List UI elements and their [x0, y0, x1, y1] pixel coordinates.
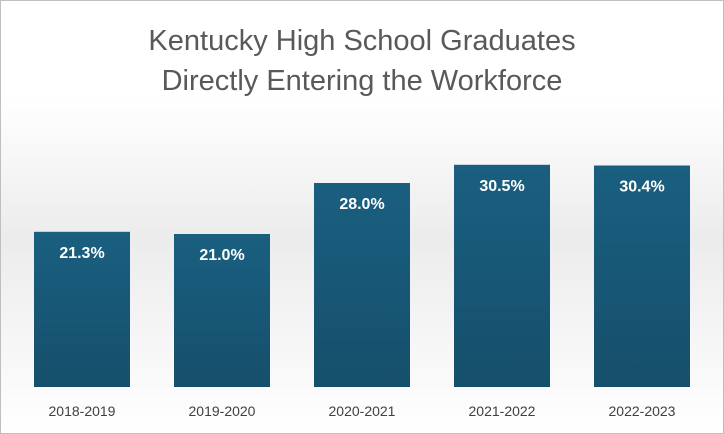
chart-title-line-1: Kentucky High School Graduates: [148, 25, 576, 57]
bar-2020-2021: [314, 183, 410, 387]
bar-2018-2019: [34, 231, 130, 387]
bars-group: [34, 164, 690, 387]
chart-title-line-2: Directly Entering the Workforce: [161, 65, 563, 97]
data-labels-group: 21.3% 21.0% 28.0% 30.5% 30.4%: [59, 178, 664, 264]
bar-2019-2020: [174, 234, 270, 387]
x-tick-label-2019-2020: 2019-2020: [189, 403, 256, 419]
data-label-2022-2023: 30.4%: [619, 179, 664, 196]
data-label-2019-2020: 21.0%: [199, 247, 244, 264]
bar-2022-2023: [594, 165, 690, 387]
x-tick-label-2021-2022: 2021-2022: [469, 403, 536, 419]
data-label-2018-2019: 21.3%: [59, 245, 104, 262]
x-tick-labels-group: 2018-2019 2019-2020 2020-2021 2021-2022 2022…: [49, 403, 676, 419]
chart-title: Kentucky High School Graduates Directly …: [1, 21, 723, 101]
data-label-2020-2021: 28.0%: [339, 196, 384, 213]
bar-2021-2022: [454, 164, 550, 387]
x-tick-label-2018-2019: 2018-2019: [49, 403, 116, 419]
x-tick-label-2022-2023: 2022-2023: [609, 403, 676, 419]
data-label-2021-2022: 30.5%: [479, 178, 524, 195]
x-tick-label-2020-2021: 2020-2021: [329, 403, 396, 419]
